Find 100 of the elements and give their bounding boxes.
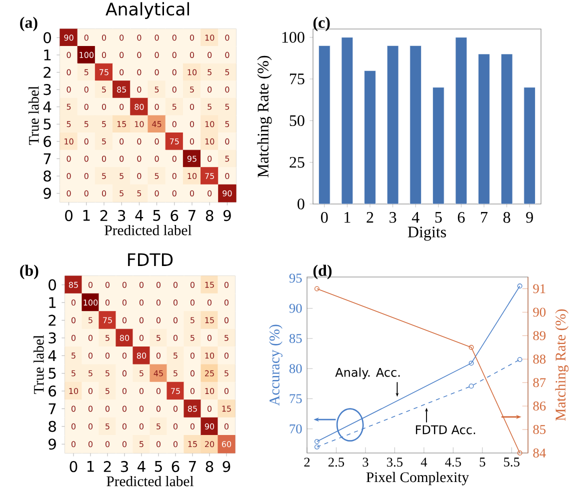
data-label: 0 [190,370,195,376]
data-label: 0 [120,34,124,41]
data-label: 0 [172,190,176,196]
bar [432,87,444,204]
x-tick-label: 3 [118,210,126,222]
data-label: 20 [205,441,214,448]
x-axis-title: Predicted label [104,224,192,236]
data-label: 0 [225,34,230,41]
data-label: 0 [66,69,71,76]
data-label: 0 [154,69,159,76]
data-label: 0 [224,300,229,306]
data-label: 0 [66,156,71,162]
data-label: 0 [139,423,144,430]
data-label: 0 [122,423,127,430]
data-label: 0 [156,300,161,306]
data-label: 0 [88,406,93,412]
data-label: 0 [84,173,88,180]
data-label: 10 [205,34,214,41]
data-label: 15 [205,282,214,288]
data-label: 0 [190,138,194,144]
x-tick-label: 5 [435,212,442,223]
data-label: 5 [106,370,110,376]
x-tick-label: 0 [321,212,328,223]
x-tick-label: 1 [83,210,90,221]
x-tick-label: 0 [65,210,72,222]
data-label: 15 [222,406,231,412]
series-label: FDTD Acc. [416,425,476,434]
y-tick-label: 4 [43,102,52,112]
data-label: 0 [154,138,159,144]
y-axis-title: Matching Rate (%) [257,56,272,178]
y-tick-label: 6 [44,136,52,147]
data-label: 0 [105,282,110,288]
data-label: 5 [190,317,194,324]
y2-tick-label: 88 [533,354,546,364]
data-label: 80 [120,334,130,341]
y-tick-label: 7 [44,153,51,164]
data-label: 0 [156,406,161,412]
data-label: 0 [224,317,229,324]
data-label: 0 [102,156,106,162]
data-label: 0 [156,352,161,359]
data-label: 75 [100,69,108,76]
chart-title: FDTD [128,253,173,266]
data-label: 5 [156,334,160,341]
y-tick-label: 2 [48,314,56,326]
data-label: 10 [205,138,214,144]
data-label: 0 [66,190,71,196]
data-label: 0 [84,86,88,93]
data-label: 0 [88,282,93,288]
data-label: 0 [102,52,106,58]
x-axis-title: Pixel Complexity [366,472,469,486]
x-tick-label: 8 [206,210,214,222]
data-label: 0 [154,104,159,110]
data-label: 0 [139,300,144,306]
y-tick-label: 70 [290,424,302,434]
data-label: 75 [171,388,180,394]
data-label: 0 [173,300,178,306]
data-label: 0 [173,282,178,288]
data-label: 0 [172,86,176,93]
point [517,357,522,362]
x-tick-label: 4.5 [445,458,461,467]
data-label: 0 [88,423,93,430]
x-tick-label: 9 [526,212,533,223]
data-label: 0 [190,52,194,58]
data-label: 0 [139,388,144,394]
annotation: (d) [313,264,332,280]
data-label: 5 [172,104,176,110]
data-label: 5 [190,86,194,93]
data-label: 5 [88,317,92,324]
bar [318,45,330,204]
data-label: 0 [190,423,195,430]
point [314,444,320,450]
data-label: 5 [225,104,230,110]
y-tick-label: 85 [289,334,302,343]
data-label: 0 [208,156,212,162]
y2-tick-label: 89 [533,331,546,340]
point [468,344,474,350]
data-label: 0 [173,406,178,412]
data-label: 5 [88,370,92,376]
data-label: 0 [172,69,176,76]
data-label: 0 [172,156,176,162]
data-label: 0 [84,190,88,196]
data-label: 15 [117,121,126,128]
data-label: 0 [190,352,195,359]
y-tick-label: 100 [282,32,304,43]
data-label: 0 [154,190,159,196]
data-label: 0 [71,441,76,448]
data-label: 0 [156,317,161,324]
data-label: 0 [225,86,230,93]
data-label: 5 [156,423,160,430]
data-label: 85 [68,282,78,288]
data-label: 0 [88,334,93,341]
data-label: 90 [204,423,214,430]
data-label: 5 [106,334,110,341]
data-label: 5 [224,370,228,376]
y-tick-label: 7 [48,403,56,414]
data-label: 0 [154,52,159,58]
data-label: 0 [208,52,212,58]
data-label: 0 [84,104,88,110]
x-tick-label: 4 [138,461,146,472]
data-label: 0 [84,156,88,162]
